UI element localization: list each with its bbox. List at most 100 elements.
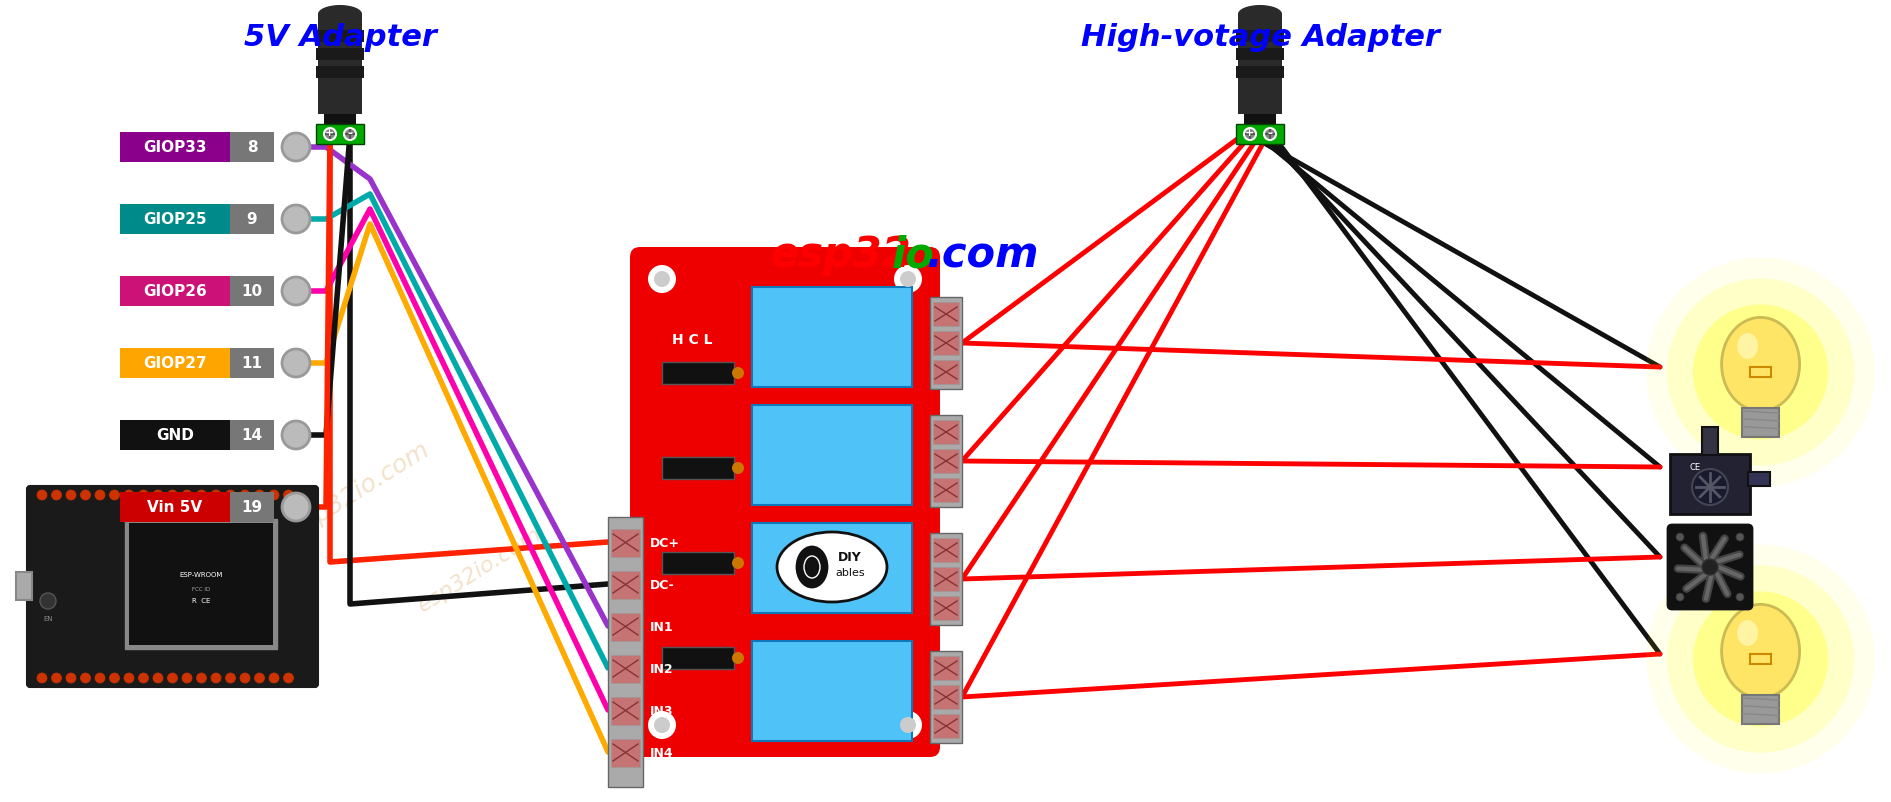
Ellipse shape [1721,605,1800,698]
Circle shape [51,673,62,683]
Bar [316,125,363,145]
Ellipse shape [1239,6,1282,24]
Circle shape [649,711,675,739]
Bar [231,349,274,379]
Circle shape [732,367,743,379]
Bar [611,614,639,642]
Bar [932,449,959,473]
Text: esp32io.com: esp32io.com [286,437,435,542]
Circle shape [894,711,923,739]
Circle shape [81,490,91,500]
Circle shape [225,490,236,500]
Text: DC-: DC- [651,579,675,592]
Ellipse shape [1738,334,1759,359]
Bar [231,492,274,522]
Circle shape [282,493,310,521]
Bar [119,492,231,522]
Circle shape [125,673,134,683]
Text: GIOP25: GIOP25 [144,213,206,227]
Text: DIY: DIY [838,551,862,564]
Circle shape [282,422,310,449]
Circle shape [732,557,743,569]
Circle shape [1736,593,1744,602]
Circle shape [66,490,76,500]
Circle shape [1692,469,1728,505]
Circle shape [269,673,280,683]
Bar [1702,427,1719,456]
Circle shape [1647,258,1876,487]
FancyBboxPatch shape [26,486,318,687]
Bar [932,331,959,355]
Circle shape [1692,592,1829,727]
Text: .com: .com [927,233,1038,276]
Circle shape [900,272,915,288]
Bar [15,573,32,600]
Text: IN4: IN4 [651,747,673,759]
Bar [753,524,911,614]
Circle shape [125,490,134,500]
Text: -: - [1267,127,1273,140]
Text: esp32io.com: esp32io.com [414,523,546,615]
FancyBboxPatch shape [1668,525,1751,610]
Circle shape [182,673,193,683]
Bar [930,651,963,743]
Bar [129,524,272,645]
Text: 8: 8 [246,140,257,156]
Circle shape [323,129,337,141]
Circle shape [255,673,265,683]
FancyBboxPatch shape [630,248,940,757]
Bar [1237,125,1284,145]
Circle shape [269,490,280,500]
Circle shape [1675,533,1685,541]
Bar [316,31,363,43]
Bar [930,298,963,390]
Ellipse shape [1721,318,1800,411]
Bar [611,697,639,725]
Bar [323,115,356,129]
Text: DC+: DC+ [651,537,681,550]
Text: EN: EN [43,615,53,622]
Circle shape [212,490,221,500]
Text: 19: 19 [242,500,263,515]
Text: R  CE: R CE [191,597,210,603]
Text: -: - [348,127,352,140]
Bar [231,277,274,306]
Circle shape [654,272,669,288]
Bar [119,420,231,451]
Text: IN3: IN3 [651,705,673,718]
Circle shape [95,490,106,500]
Circle shape [212,673,221,683]
Bar [662,363,734,384]
Bar [231,420,274,451]
Bar [119,205,231,235]
Circle shape [153,673,163,683]
Bar [316,67,363,79]
Bar [932,596,959,620]
Circle shape [168,673,178,683]
Bar [611,529,639,557]
Bar [932,361,959,384]
Circle shape [732,463,743,475]
Circle shape [282,277,310,306]
Bar [119,349,231,379]
Bar [318,15,361,115]
Bar [1237,31,1284,43]
Bar [611,655,639,683]
Ellipse shape [804,557,821,578]
Text: +: + [1246,128,1254,138]
Circle shape [894,265,923,294]
Circle shape [138,673,149,683]
Circle shape [282,350,310,378]
Circle shape [1263,129,1276,141]
Text: esp32: esp32 [770,233,911,276]
Circle shape [255,490,265,500]
Bar [932,567,959,591]
Text: 10: 10 [242,284,263,299]
Bar [611,571,639,599]
Text: 14: 14 [242,428,263,443]
Bar [662,647,734,669]
Text: H C L: H C L [671,333,713,346]
Circle shape [110,490,119,500]
Circle shape [225,673,236,683]
Ellipse shape [318,6,361,24]
